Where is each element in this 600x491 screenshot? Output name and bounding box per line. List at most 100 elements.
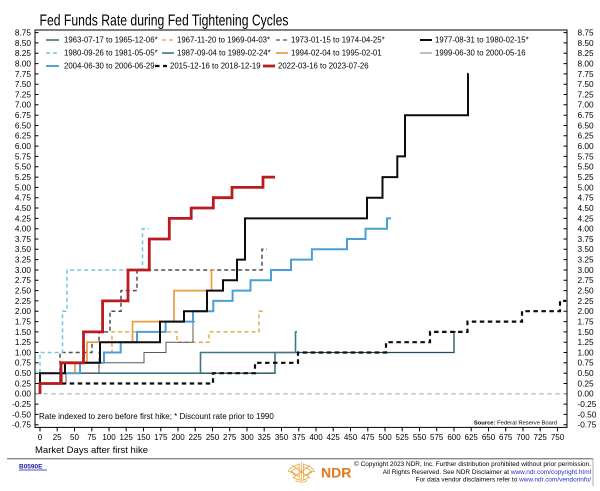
svg-text:650: 650 xyxy=(482,433,496,442)
svg-text:Fed Funds Rate during Fed Tigh: Fed Funds Rate during Fed Tightening Cyc… xyxy=(40,12,289,29)
svg-text:325: 325 xyxy=(258,433,272,442)
svg-text:4.75: 4.75 xyxy=(15,193,32,203)
svg-text:NDR: NDR xyxy=(321,465,351,481)
svg-text:700: 700 xyxy=(516,433,530,442)
svg-text:-0.50: -0.50 xyxy=(578,409,597,419)
svg-text:175: 175 xyxy=(154,433,168,442)
svg-text:4.75: 4.75 xyxy=(578,193,595,203)
svg-text:725: 725 xyxy=(534,433,548,442)
svg-text:For data vendor disclaimers re: For data vendor disclaimers refer to www… xyxy=(416,477,592,484)
svg-text:6.00: 6.00 xyxy=(15,141,32,151)
svg-text:5.00: 5.00 xyxy=(15,182,32,192)
svg-text:5.50: 5.50 xyxy=(15,162,32,172)
svg-text:-0.75: -0.75 xyxy=(12,420,31,430)
svg-text:4.50: 4.50 xyxy=(578,203,595,213)
svg-text:400: 400 xyxy=(309,433,323,442)
svg-text:8.00: 8.00 xyxy=(578,59,595,69)
svg-text:5.25: 5.25 xyxy=(578,172,595,182)
svg-text:125: 125 xyxy=(120,433,134,442)
svg-text:6.25: 6.25 xyxy=(578,131,595,141)
svg-text:0.25: 0.25 xyxy=(578,378,595,388)
svg-text:6.50: 6.50 xyxy=(15,120,32,130)
svg-text:1.00: 1.00 xyxy=(578,347,595,357)
svg-text:7.00: 7.00 xyxy=(15,100,32,110)
svg-text:7.25: 7.25 xyxy=(15,89,32,99)
svg-text:1980-09-26 to 1981-05-05*: 1980-09-26 to 1981-05-05* xyxy=(64,49,158,58)
svg-text:7.25: 7.25 xyxy=(578,89,595,99)
svg-text:6.50: 6.50 xyxy=(578,120,595,130)
svg-text:350: 350 xyxy=(275,433,289,442)
svg-text:1.25: 1.25 xyxy=(15,337,32,347)
svg-text:275: 275 xyxy=(223,433,237,442)
svg-text:4.00: 4.00 xyxy=(15,224,32,234)
svg-text:5.75: 5.75 xyxy=(15,151,32,161)
svg-text:75: 75 xyxy=(87,433,96,442)
svg-text:600: 600 xyxy=(447,433,461,442)
svg-text:2004-06-30 to 2006-06-29: 2004-06-30 to 2006-06-29 xyxy=(64,62,155,71)
svg-text:0.75: 0.75 xyxy=(578,358,595,368)
svg-text:2.25: 2.25 xyxy=(15,296,32,306)
svg-text:100: 100 xyxy=(102,433,116,442)
svg-text:7.75: 7.75 xyxy=(578,69,595,79)
svg-text:1.50: 1.50 xyxy=(578,327,595,337)
svg-text:200: 200 xyxy=(171,433,185,442)
svg-text:450: 450 xyxy=(344,433,358,442)
svg-text:4.25: 4.25 xyxy=(15,213,32,223)
svg-text:7.00: 7.00 xyxy=(578,100,595,110)
svg-text:3.00: 3.00 xyxy=(15,265,32,275)
svg-text:1994-02-04 to 1995-02-01: 1994-02-04 to 1995-02-01 xyxy=(291,49,382,58)
svg-text:675: 675 xyxy=(499,433,513,442)
svg-text:2.50: 2.50 xyxy=(578,286,595,296)
svg-text:8.75: 8.75 xyxy=(15,28,32,38)
svg-text:1967-11-20 to 1969-04-03*: 1967-11-20 to 1969-04-03* xyxy=(177,36,270,45)
svg-text:5.00: 5.00 xyxy=(578,182,595,192)
svg-text:4.25: 4.25 xyxy=(578,213,595,223)
svg-text:0.00: 0.00 xyxy=(578,389,595,399)
svg-text:8.75: 8.75 xyxy=(578,28,595,38)
svg-text:5.50: 5.50 xyxy=(578,162,595,172)
svg-text:1987-09-04 to 1989-02-24*: 1987-09-04 to 1989-02-24* xyxy=(177,49,271,58)
svg-text:500: 500 xyxy=(378,433,392,442)
svg-text:0.25: 0.25 xyxy=(15,378,32,388)
svg-text:Market Days after first hike: Market Days after first hike xyxy=(35,445,148,456)
svg-text:1.75: 1.75 xyxy=(578,317,595,327)
svg-text:3.25: 3.25 xyxy=(578,255,595,265)
svg-text:50: 50 xyxy=(70,433,79,442)
svg-text:Source: Federal Reserve Board: Source: Federal Reserve Board xyxy=(474,421,557,427)
svg-text:1.25: 1.25 xyxy=(578,337,595,347)
svg-text:3.75: 3.75 xyxy=(578,234,595,244)
svg-text:8.25: 8.25 xyxy=(15,48,32,58)
svg-text:0.00: 0.00 xyxy=(15,389,32,399)
svg-text:2.00: 2.00 xyxy=(15,306,32,316)
svg-text:0.75: 0.75 xyxy=(15,358,32,368)
svg-text:1.50: 1.50 xyxy=(15,327,32,337)
svg-text:6.00: 6.00 xyxy=(578,141,595,151)
svg-text:-0.75: -0.75 xyxy=(578,420,597,430)
svg-text:1963-07-17 to 1965-12-06*: 1963-07-17 to 1965-12-06* xyxy=(64,36,158,45)
svg-text:6.75: 6.75 xyxy=(15,110,32,120)
svg-text:B0590E: B0590E xyxy=(19,464,43,471)
svg-text:3.00: 3.00 xyxy=(578,265,595,275)
svg-text:0: 0 xyxy=(38,433,43,442)
svg-text:8.25: 8.25 xyxy=(578,48,595,58)
svg-text:2015-12-16 to 2018-12-19: 2015-12-16 to 2018-12-19 xyxy=(170,62,261,71)
svg-text:25: 25 xyxy=(53,433,62,442)
svg-text:375: 375 xyxy=(292,433,306,442)
svg-text:5.25: 5.25 xyxy=(15,172,32,182)
svg-text:300: 300 xyxy=(240,433,254,442)
svg-text:1999-06-30 to 2000-05-16: 1999-06-30 to 2000-05-16 xyxy=(435,49,526,58)
svg-text:-0.25: -0.25 xyxy=(578,399,597,409)
svg-text:Rate indexed to zero before fi: Rate indexed to zero before first hike; … xyxy=(39,412,274,421)
svg-text:2.50: 2.50 xyxy=(15,286,32,296)
svg-text:550: 550 xyxy=(413,433,427,442)
svg-text:525: 525 xyxy=(396,433,410,442)
svg-text:7.50: 7.50 xyxy=(15,79,32,89)
svg-text:2.75: 2.75 xyxy=(15,275,32,285)
svg-text:5.75: 5.75 xyxy=(578,151,595,161)
svg-text:2.75: 2.75 xyxy=(578,275,595,285)
svg-text:3.50: 3.50 xyxy=(578,244,595,254)
svg-text:2.25: 2.25 xyxy=(578,296,595,306)
svg-text:-0.25: -0.25 xyxy=(12,399,31,409)
svg-text:7.50: 7.50 xyxy=(578,79,595,89)
svg-text:8.50: 8.50 xyxy=(578,38,595,48)
